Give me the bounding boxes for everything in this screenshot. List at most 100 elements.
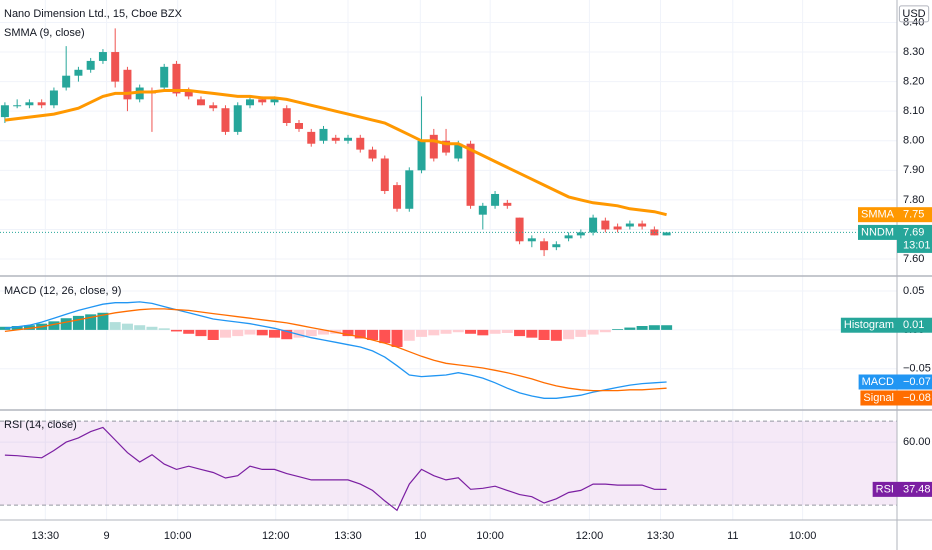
- tag-value: 7.75: [903, 209, 924, 221]
- candle-body: [184, 90, 193, 97]
- histogram-bar: [636, 326, 648, 330]
- histogram-bar: [244, 329, 256, 335]
- candle-body: [221, 108, 230, 132]
- candle-body: [209, 105, 218, 109]
- tag-countdown: 13:01: [903, 239, 931, 251]
- candle-body: [245, 99, 254, 106]
- tag-value: −0.08: [903, 392, 931, 404]
- tag-value: −0.07: [903, 376, 931, 388]
- candle-body: [527, 238, 536, 242]
- y-tick-label: 8.20: [903, 76, 924, 88]
- candle-body: [429, 134, 438, 159]
- grid-layer: [0, 0, 897, 520]
- marks-layer: [0, 28, 897, 512]
- y-tick-label: 8.30: [903, 46, 924, 58]
- candle-body: [307, 131, 316, 144]
- x-tick-label: 10:00: [164, 530, 192, 542]
- candle-body: [331, 137, 340, 141]
- candle-body: [295, 123, 303, 129]
- histogram-bar: [477, 329, 489, 336]
- candle-body: [37, 102, 46, 106]
- candle-body: [86, 60, 95, 70]
- candle-body: [393, 185, 402, 209]
- candle-body: [368, 149, 377, 159]
- histogram-bar: [195, 329, 207, 337]
- candle-body: [0, 105, 9, 118]
- x-tick-label: 9: [104, 530, 110, 542]
- candle-body: [601, 220, 610, 230]
- tag-value-box: [897, 224, 932, 253]
- histogram-bar: [158, 328, 170, 330]
- histogram-bar: [97, 312, 109, 330]
- pane-title: Nano Dimension Ltd., 15, Cboe BZX: [4, 8, 183, 20]
- tag-name-box: [872, 481, 897, 497]
- candle-body: [13, 105, 22, 107]
- histogram-bar: [452, 329, 464, 333]
- x-tick-label: 12:00: [262, 530, 290, 542]
- x-tick-label: 10:00: [789, 530, 817, 542]
- candle-body: [405, 170, 414, 209]
- candle-body: [49, 90, 58, 106]
- histogram-bar: [575, 329, 587, 337]
- histogram-bar: [121, 323, 133, 330]
- tag-name: Signal: [863, 392, 894, 404]
- histogram-bar: [661, 325, 673, 330]
- histogram-bar: [379, 329, 391, 344]
- histogram-bar: [354, 329, 366, 339]
- tag-name-box: [858, 224, 897, 240]
- histogram-bar: [170, 329, 182, 332]
- tag-name-box: [860, 390, 897, 406]
- tag-name: SMMA: [861, 209, 895, 221]
- pane-title: RSI (14, close): [4, 419, 77, 431]
- x-tick-label: 13:30: [647, 530, 675, 542]
- candle-body: [74, 69, 83, 76]
- tag-value: 7.69: [903, 226, 924, 238]
- histogram-bar: [538, 329, 550, 340]
- price-tag: RSI 37.48: [872, 481, 932, 497]
- x-tick-label: 10:00: [476, 530, 504, 542]
- histogram-bar: [11, 326, 23, 330]
- candle-body: [172, 63, 181, 94]
- histogram-bar: [23, 325, 35, 330]
- histogram-bar: [60, 318, 72, 330]
- indicator-line: [4, 308, 667, 392]
- tag-value-box: [897, 481, 932, 497]
- y-tick-label: 8.10: [903, 105, 924, 117]
- candle-body: [576, 232, 585, 236]
- histogram-bar: [403, 329, 415, 341]
- indicator-line: [4, 301, 667, 399]
- candle-body: [319, 128, 328, 141]
- candle-body: [454, 143, 463, 159]
- histogram-bar: [514, 329, 526, 337]
- candle-body: [25, 102, 34, 106]
- y-tick-label: 7.60: [903, 253, 924, 265]
- histogram-bar: [268, 329, 280, 338]
- histogram-bar: [612, 329, 624, 330]
- histogram-bar: [85, 314, 97, 330]
- candle-body: [123, 69, 132, 100]
- histogram-bar: [232, 329, 244, 337]
- tag-name: MACD: [862, 376, 894, 388]
- histogram-bar: [207, 329, 219, 340]
- candle-body: [111, 52, 120, 82]
- histogram-bar: [550, 329, 562, 341]
- band-fill: [0, 421, 897, 506]
- histogram-bar: [183, 329, 195, 334]
- candle-body: [270, 99, 279, 103]
- tag-name-box: [840, 317, 897, 333]
- candle-body: [160, 66, 169, 88]
- histogram-bar: [391, 329, 403, 347]
- candle-body: [613, 226, 622, 230]
- candle-body: [564, 235, 573, 239]
- tag-value-box: [897, 390, 932, 406]
- tag-value: 0.01: [903, 319, 924, 331]
- histogram-bar: [465, 329, 477, 334]
- histogram-bar: [428, 329, 440, 336]
- candle-body: [356, 137, 365, 150]
- histogram-bar: [305, 329, 317, 337]
- candle-body: [344, 137, 353, 141]
- y-tick-label: 7.90: [903, 164, 924, 176]
- histogram-bar: [293, 329, 305, 338]
